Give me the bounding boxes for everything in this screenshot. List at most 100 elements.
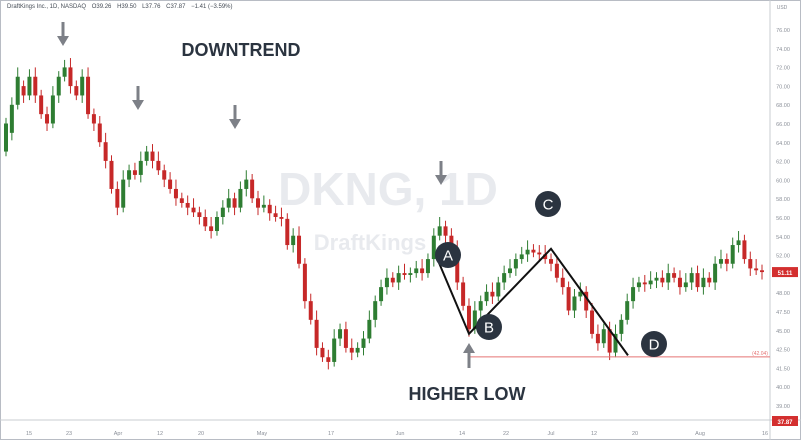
candle-body [138, 160, 143, 175]
candle-body [203, 217, 208, 227]
down-arrow-3 [229, 105, 241, 129]
candle-body [86, 76, 91, 115]
x-tick-label: 22 [503, 431, 509, 437]
candle-body [361, 338, 366, 348]
y-tick-label: 54.00 [776, 235, 790, 241]
candle-body [414, 268, 419, 274]
candle-body [584, 291, 589, 311]
candle [373, 295, 378, 328]
candle-body [314, 319, 319, 348]
y-tick-label: 68.00 [776, 103, 790, 109]
candle-body [537, 252, 542, 255]
candle-body [590, 310, 595, 334]
candle-body [408, 273, 413, 275]
y-tick-label: 58.00 [776, 197, 790, 203]
candle-body [718, 259, 723, 264]
candle [308, 293, 313, 325]
candle [103, 132, 108, 169]
candle [355, 342, 360, 358]
candle [677, 270, 682, 295]
candle-body [742, 240, 747, 260]
candle-body [730, 245, 735, 264]
support-line-label: (42.04) [752, 351, 768, 357]
candle-body [332, 338, 337, 362]
candle-body [291, 235, 296, 246]
candle-body [554, 263, 559, 278]
candle-body [666, 273, 671, 283]
candle [672, 267, 677, 283]
callout-d: D [641, 331, 667, 357]
candle [250, 173, 255, 203]
candle [279, 207, 284, 227]
candle [648, 271, 653, 289]
candle [220, 200, 225, 225]
candle [173, 179, 178, 206]
bottom-price-tag: 37.87 [777, 420, 793, 426]
candle-body [214, 217, 219, 232]
candle [9, 97, 14, 141]
candle [267, 199, 272, 221]
candle [402, 263, 407, 280]
callout-circle [641, 331, 667, 357]
candle [654, 272, 659, 289]
candle-body [631, 287, 636, 302]
candle [613, 324, 618, 358]
candle-body [132, 170, 137, 175]
candle [566, 281, 571, 316]
x-tick-label: 20 [198, 431, 204, 437]
candle-body [672, 273, 677, 278]
candle [379, 279, 384, 306]
candle [437, 217, 442, 241]
current-price-tag-bg [772, 267, 798, 278]
candle-body [502, 273, 507, 283]
symbol-info-bar: DraftKings Inc., 1D, NASDAQ O39.26 H39.5… [7, 4, 237, 10]
candle-body [707, 277, 712, 283]
candle [74, 80, 79, 101]
x-tick-label: 12 [157, 431, 163, 437]
y-tick-label: 76.00 [776, 28, 790, 34]
low-value: L37.76 [142, 4, 161, 10]
bottom-price-tag-bg [772, 416, 798, 426]
candle [349, 338, 354, 361]
candle [156, 151, 161, 175]
x-tick-label: Jun [396, 431, 405, 437]
candle-body [654, 277, 659, 281]
candle-body [578, 291, 583, 297]
candle-body [642, 282, 647, 285]
candle [666, 263, 671, 290]
symbol-info: DraftKings Inc., 1D, NASDAQ [7, 4, 87, 10]
candle [168, 172, 173, 194]
current-price-tag: 51.11 [778, 271, 793, 277]
candle-body [226, 198, 231, 208]
candle-body [185, 202, 190, 208]
candle-body [302, 263, 307, 302]
candle [273, 205, 278, 222]
candle [244, 170, 249, 197]
candle-body [27, 76, 32, 96]
x-tick-label: Apr [114, 431, 123, 437]
candle [238, 181, 243, 213]
candle [478, 295, 483, 318]
candle [261, 195, 266, 213]
y-tick-label: 74.00 [776, 47, 790, 53]
candle-body [390, 277, 395, 283]
candle [384, 268, 389, 295]
candle [642, 274, 647, 292]
currency-label: USD [777, 5, 788, 11]
candle-body [384, 277, 389, 288]
candle [191, 198, 196, 217]
candle [607, 321, 612, 361]
candle-body [601, 329, 606, 344]
candle [718, 249, 723, 269]
candle [314, 310, 319, 356]
candle-body [68, 67, 73, 87]
candle [636, 276, 641, 292]
callout-circle [476, 314, 502, 340]
candle [707, 272, 712, 288]
candle-body [33, 76, 38, 96]
candle-body [285, 218, 290, 246]
candle-body [466, 305, 471, 330]
candle-body [508, 268, 512, 274]
candle [590, 303, 595, 339]
